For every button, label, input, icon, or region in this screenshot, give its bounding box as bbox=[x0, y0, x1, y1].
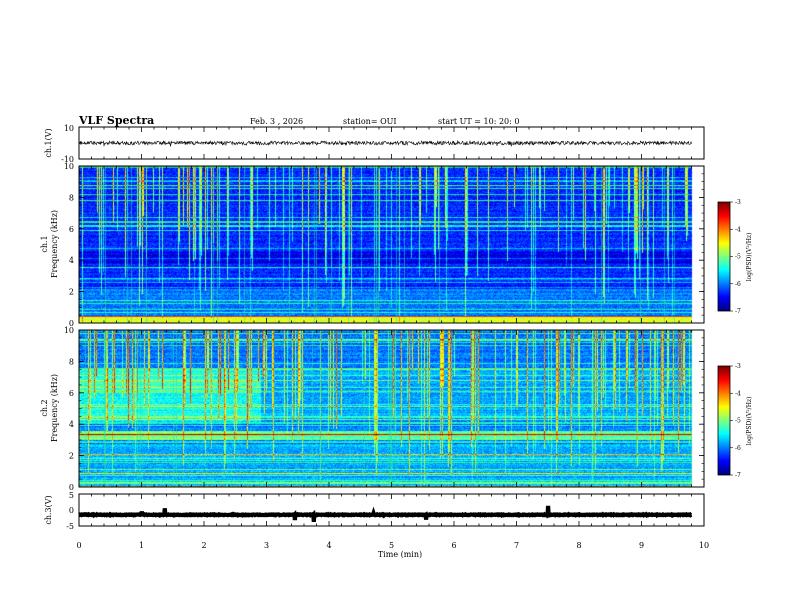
ch2-spectrogram-xticks bbox=[78, 330, 705, 487]
ch1-spectrogram-ylabel-freq: Frequency (kHz) bbox=[50, 210, 59, 278]
ch3-waveform-trace bbox=[78, 505, 693, 522]
colorbar-tick-label: -3 bbox=[735, 199, 741, 206]
ch2-spectrogram-yticks: 0 2 4 6 8 10 bbox=[64, 326, 704, 492]
y-tick-label: 0 bbox=[69, 483, 74, 492]
ch1-spectrogram-yticks: 0 2 4 6 8 10 bbox=[64, 162, 704, 328]
ch3-ytick-mid: 0 bbox=[69, 506, 74, 515]
x-tick-label: 0 bbox=[76, 541, 81, 550]
x-tick-label: 4 bbox=[326, 541, 331, 550]
ch1-waveform-ylabel: ch.1(V) bbox=[44, 128, 53, 157]
x-tick-label: 5 bbox=[389, 541, 394, 550]
colorbar-tick-label: -7 bbox=[735, 308, 741, 315]
x-tick-label: 9 bbox=[639, 541, 644, 550]
colorbar-tick-label: -5 bbox=[735, 418, 741, 425]
y-tick-label: 2 bbox=[69, 452, 74, 461]
ch2-colorbar-ticks: -3 -4 -5 -6 -7 bbox=[730, 363, 741, 479]
figure-title: VLF Spectra bbox=[78, 114, 154, 127]
waveform-line bbox=[78, 505, 693, 522]
ch1-colorbar bbox=[718, 202, 730, 311]
colorbar-tick-label: -7 bbox=[735, 472, 741, 479]
ch1-waveform-panel: 10 -10 ch.1(V) bbox=[44, 124, 705, 164]
x-tick-label: 6 bbox=[451, 541, 456, 550]
colorbar-tick-label: -6 bbox=[735, 281, 741, 288]
y-tick-label: 6 bbox=[69, 389, 74, 398]
ch3-waveform-xticks bbox=[78, 494, 705, 526]
y-tick-label: 10 bbox=[64, 326, 74, 335]
start-time-label: start UT = 10: 20: 0 bbox=[438, 117, 519, 126]
y-tick-label: 8 bbox=[69, 193, 74, 202]
x-tick-label: 7 bbox=[514, 541, 519, 550]
colorbar-tick-label: -4 bbox=[735, 390, 741, 397]
ch3-waveform-panel: 5 0 -5 ch.3(V) bbox=[44, 491, 705, 531]
x-tick-label: 1 bbox=[139, 541, 144, 550]
time-axis-label: Time (min) bbox=[378, 550, 422, 559]
ch2-spectrogram-ylabel-freq: Frequency (kHz) bbox=[50, 374, 59, 442]
time-axis-tick-labels: 0 1 2 3 4 5 6 7 8 9 10 bbox=[76, 541, 709, 550]
colorbar-tick-label: -4 bbox=[735, 226, 741, 233]
ch2-colorbar bbox=[718, 366, 730, 475]
ch1-spectrogram-image bbox=[79, 166, 704, 323]
ch3-ytick-bottom: -5 bbox=[66, 522, 74, 531]
ch2-spectrogram-image bbox=[79, 330, 704, 487]
station-label: station= OUI bbox=[343, 117, 397, 126]
ch1-colorbar-ticks: -3 -4 -5 -6 -7 bbox=[730, 199, 741, 315]
colorbar-tick-label: -3 bbox=[735, 363, 741, 370]
waveform-line bbox=[78, 139, 692, 147]
y-tick-label: 8 bbox=[69, 357, 74, 366]
ch1-ytick-top: 10 bbox=[64, 124, 74, 133]
x-tick-label: 3 bbox=[264, 541, 269, 550]
y-tick-label: 4 bbox=[69, 256, 74, 265]
ch3-ytick-top: 5 bbox=[69, 491, 74, 500]
ch1-spectrogram-ylabel-channel: ch.1 bbox=[40, 235, 49, 252]
x-tick-label: 2 bbox=[201, 541, 206, 550]
x-tick-label: 10 bbox=[699, 541, 709, 550]
colorbar-tick-label: -6 bbox=[735, 445, 741, 452]
ch2-colorbar-label: log(PSD)(V²/Hz) bbox=[746, 397, 753, 446]
y-tick-label: 2 bbox=[69, 288, 74, 297]
colorbar-tick-label: -5 bbox=[735, 254, 741, 261]
ch1-waveform-trace bbox=[78, 139, 692, 147]
ch1-waveform-xticks bbox=[78, 127, 705, 159]
ch1-colorbar-label: log(PSD)(V²/Hz) bbox=[746, 233, 753, 282]
x-tick-label: 8 bbox=[576, 541, 581, 550]
ch3-waveform-ylabel: ch.3(V) bbox=[44, 495, 53, 524]
ch2-spectrogram-ylabel-channel: ch.2 bbox=[40, 399, 49, 416]
ch1-spectrogram-xticks bbox=[78, 166, 705, 323]
date-label: Feb. 3 , 2026 bbox=[250, 117, 303, 126]
ch1-ytick-bottom: -10 bbox=[61, 155, 74, 164]
y-tick-label: 10 bbox=[64, 162, 74, 171]
y-tick-label: 6 bbox=[69, 225, 74, 234]
y-tick-label: 0 bbox=[69, 319, 74, 328]
y-tick-label: 4 bbox=[69, 420, 74, 429]
